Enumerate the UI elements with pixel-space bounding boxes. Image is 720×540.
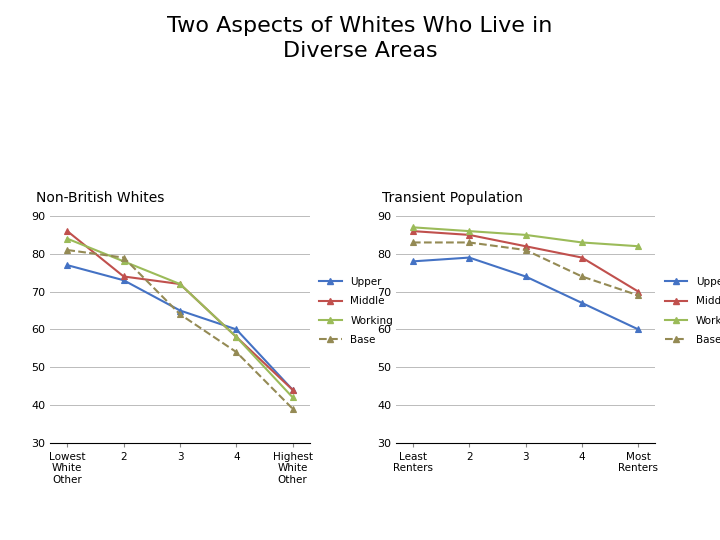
Text: Non-British Whites: Non-British Whites [36, 191, 164, 205]
Text: Two Aspects of Whites Who Live in
Diverse Areas: Two Aspects of Whites Who Live in Divers… [167, 16, 553, 61]
Legend: Upper, Middle, Working, Base: Upper, Middle, Working, Base [315, 273, 397, 349]
Legend: Upper, Middle, Working, Base: Upper, Middle, Working, Base [660, 273, 720, 349]
Text: Transient Population: Transient Population [382, 191, 523, 205]
